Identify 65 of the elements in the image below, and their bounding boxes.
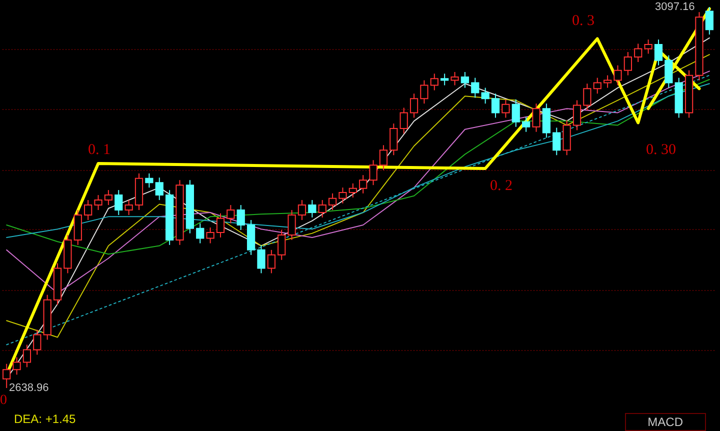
candlestick [420, 80, 428, 104]
candlestick [2, 363, 11, 388]
candlestick [236, 204, 245, 230]
candlestick [155, 177, 164, 201]
text: MACD [624, 413, 706, 431]
candlestick [216, 212, 225, 238]
candlestick [278, 229, 286, 260]
candlestick [481, 87, 490, 104]
annotation: 0. 2 [490, 178, 512, 194]
candlestick [124, 200, 133, 216]
candlestick [94, 194, 102, 211]
candlestick [33, 329, 42, 356]
candlestick [226, 204, 235, 224]
annotation: 0. 1 [88, 142, 110, 158]
candlestick [491, 93, 500, 118]
annotation: 0. 30 [646, 142, 676, 158]
candlestick [552, 127, 561, 156]
candlestick [338, 187, 347, 204]
candlestick [84, 200, 92, 220]
candlestick [512, 98, 520, 128]
candlestick [359, 174, 368, 194]
candlestick [206, 226, 214, 244]
candlestick [624, 52, 632, 76]
candlestick [257, 244, 266, 274]
candlestick [104, 190, 113, 206]
candlestick [267, 249, 276, 274]
candlestick [603, 74, 612, 88]
candlestick [664, 54, 673, 88]
candlestick [705, 6, 714, 36]
candlestick [471, 77, 480, 98]
candlestick [593, 77, 602, 94]
candlestick [288, 210, 296, 240]
candlestick [583, 83, 592, 111]
candlestick [654, 39, 663, 66]
candlestick [410, 93, 418, 118]
candlestick [145, 172, 154, 188]
candlestick [379, 144, 388, 171]
candlestick [440, 73, 449, 86]
annotation: 3097.16 [655, 1, 695, 13]
candlestick [532, 103, 540, 132]
candlestick [298, 200, 306, 220]
candlestick [12, 356, 21, 376]
candlestick [450, 71, 459, 86]
candlestick [328, 192, 337, 211]
candlestick [572, 100, 582, 131]
candlestick [614, 64, 622, 86]
candlestick [390, 123, 398, 156]
candlestick [196, 222, 204, 244]
candlestick [502, 98, 510, 118]
candlestick [308, 200, 316, 218]
candlestick [348, 182, 357, 198]
annotation: 2638.96 [9, 382, 49, 394]
candlestick [430, 73, 438, 91]
candlestick [114, 190, 123, 216]
candlestick [634, 43, 642, 63]
candlestick [22, 344, 32, 368]
text: 0 [0, 393, 7, 408]
candlestick [522, 116, 530, 132]
candlestick [318, 200, 326, 218]
candlestick [400, 107, 408, 134]
text: DEA: +1.45 [14, 412, 76, 426]
annotation: 0. 3 [572, 13, 594, 29]
candlestick [369, 160, 378, 186]
candlestick [460, 71, 470, 88]
candlestick [644, 39, 652, 54]
